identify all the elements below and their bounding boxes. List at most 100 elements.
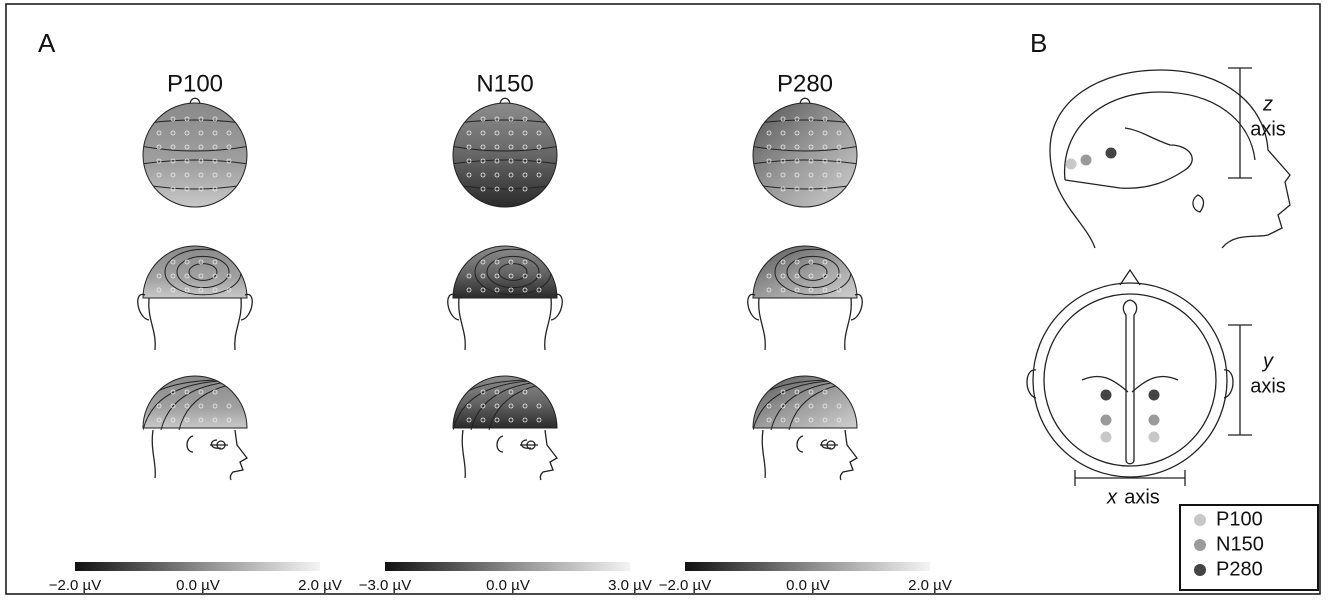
electrode [184,389,190,395]
electrode [808,116,814,122]
contour [786,255,840,289]
electrode [226,130,232,136]
electrode [522,389,528,395]
contour [143,379,226,431]
electrode [184,259,190,265]
electrode [766,403,772,409]
electrode [212,389,218,395]
source-dot [1065,158,1077,170]
electrode [766,144,772,150]
electrode [170,186,176,192]
electrode [836,144,842,150]
source-dot [1100,431,1112,443]
scalp [752,102,858,208]
contour [753,144,857,152]
electrode [536,273,542,279]
panel-label: B [1030,28,1047,58]
electrode [836,273,842,279]
electrode [480,172,486,178]
electrode [780,287,786,293]
electrode [184,144,190,150]
electrode [198,116,204,122]
electrode [170,403,176,409]
top-head [1026,268,1234,478]
electrode [198,417,204,423]
colorbar-label: 2.0 µV [298,577,342,594]
panel-label: A [38,28,56,58]
contour [176,255,230,289]
electrode [822,116,828,122]
electrode [212,417,218,423]
electrode [212,116,218,122]
axis-variable: x [1106,486,1118,508]
electrode [494,158,500,164]
column-title: P280 [777,70,833,97]
electrode [184,116,190,122]
electrode [480,273,486,279]
electrode [836,172,842,178]
electrode [808,130,814,136]
colorbar-label: 0.0 µV [176,577,220,594]
electrode [522,403,528,409]
electrode [780,172,786,178]
legend-label: P280 [1216,558,1263,580]
electrode [522,259,528,265]
sagittal-head [1049,69,1291,249]
electrode [494,130,500,136]
electrode [822,273,828,279]
electrode [780,389,786,395]
electrode [170,130,176,136]
electrode [766,417,772,423]
contour [453,379,536,431]
electrode [198,158,204,164]
electrode [494,389,500,395]
electrode [522,186,528,192]
electrode [508,172,514,178]
source-dot [1100,414,1112,426]
electrode [808,259,814,265]
electrode [226,273,232,279]
electrode [494,273,500,279]
electrode [836,417,842,423]
electrode [836,287,842,293]
electrode [156,273,162,279]
electrode [156,172,162,178]
electrode [794,273,800,279]
scale-bars [1074,67,1252,486]
electrode [508,403,514,409]
electrode [808,273,814,279]
electrode [794,130,800,136]
source-dot [1105,147,1117,159]
electrode [184,172,190,178]
electrode [536,172,542,178]
electrode [794,403,800,409]
electrode [170,389,176,395]
electrode [780,403,786,409]
electrode [794,144,800,150]
contour [188,263,218,281]
electrode [480,403,486,409]
electrode [156,158,162,164]
axis-variable: y [1261,350,1274,372]
electrode [508,287,514,293]
electrode [766,287,772,293]
electrode [170,417,176,423]
electrode [198,130,204,136]
electrode [822,287,828,293]
axis-word: axis [1250,375,1286,397]
electrode [198,259,204,265]
electrode [508,158,514,164]
electrode [780,273,786,279]
electrode [794,417,800,423]
electrode [156,403,162,409]
electrode [156,144,162,150]
head-outline [447,293,563,351]
electrode [480,158,486,164]
electrode [508,186,514,192]
electrode [466,158,472,164]
electrode [170,144,176,150]
electrode [780,417,786,423]
electrode [170,172,176,178]
